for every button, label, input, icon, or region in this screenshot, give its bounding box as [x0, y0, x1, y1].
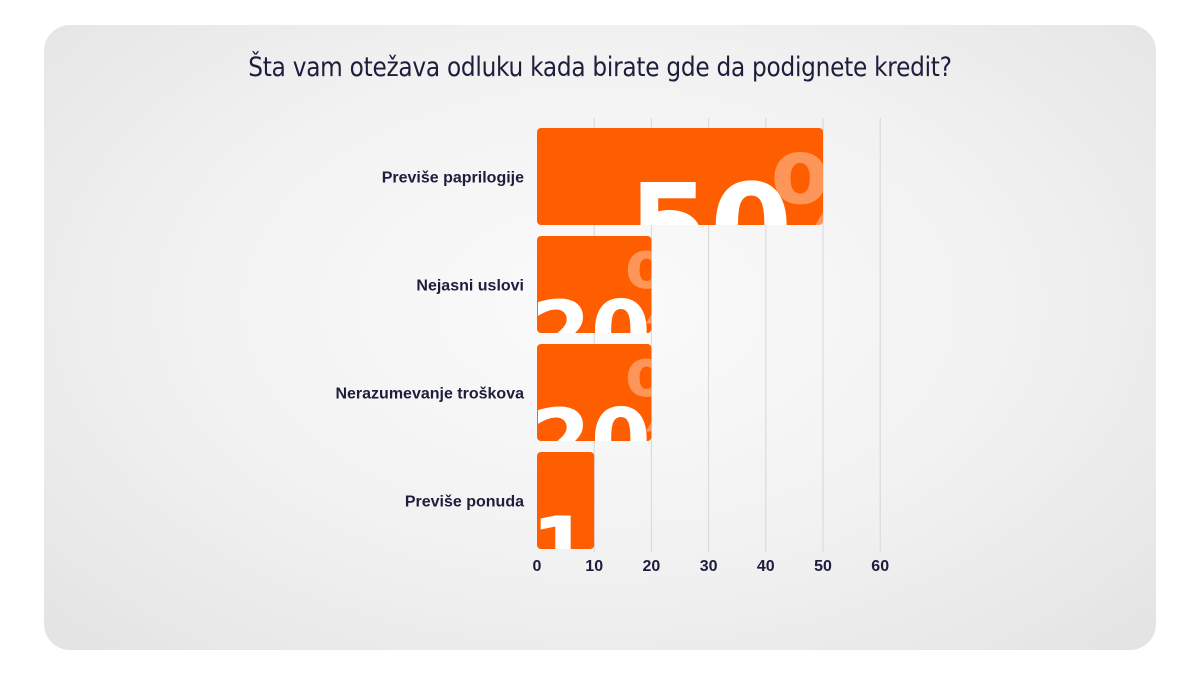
bar-value-label-group: 20% — [531, 341, 721, 491]
bar — [537, 452, 595, 549]
category-label: Nejasni uslovi — [416, 278, 524, 295]
bar — [537, 128, 823, 225]
category-label: Nerazumevanje troškova — [335, 386, 524, 403]
category-label: Previše ponuda — [405, 494, 524, 511]
bar — [537, 236, 652, 333]
category-labels: Previše paprilogije Nejasni uslovi Nerazum… — [335, 170, 524, 511]
bar-value-label: 20 — [531, 283, 651, 383]
bar-percent-symbol: % — [625, 449, 721, 561]
bar-group: 20% — [531, 341, 721, 491]
bar-value-label: 10 — [531, 499, 651, 599]
x-tick-label: 10 — [585, 558, 603, 575]
bar-group: 10% — [531, 449, 721, 599]
bar-percent-symbol: % — [625, 233, 721, 345]
bar-percent-symbol: % — [625, 341, 721, 453]
x-tick-label: 0 — [533, 558, 542, 575]
x-tick-label: 20 — [643, 558, 661, 575]
x-tick-label: 40 — [757, 558, 775, 575]
bar-value-label: 20 — [531, 391, 651, 491]
x-tick-label: 60 — [871, 558, 889, 575]
bar-value-label-group: 20% — [531, 233, 721, 383]
bar-percent-symbol: % — [770, 128, 902, 282]
category-label: Previše paprilogije — [382, 170, 524, 187]
x-tick-label: 30 — [700, 558, 718, 575]
bar — [537, 344, 652, 441]
bar-group: 20% — [531, 233, 721, 383]
bar-value-label: 50 — [628, 158, 792, 296]
bar-value-label-group: 50% — [628, 128, 902, 296]
bars: 50%20%20%10% — [531, 128, 902, 599]
bar-value-label-group: 10% — [531, 449, 721, 599]
x-tick-label: 50 — [814, 558, 832, 575]
chart-title: Šta vam otežava odluku kada birate gde d… — [248, 52, 952, 83]
bar-group: 50% — [537, 128, 902, 296]
x-tick-labels: 0 10 20 30 40 50 60 — [533, 558, 890, 575]
